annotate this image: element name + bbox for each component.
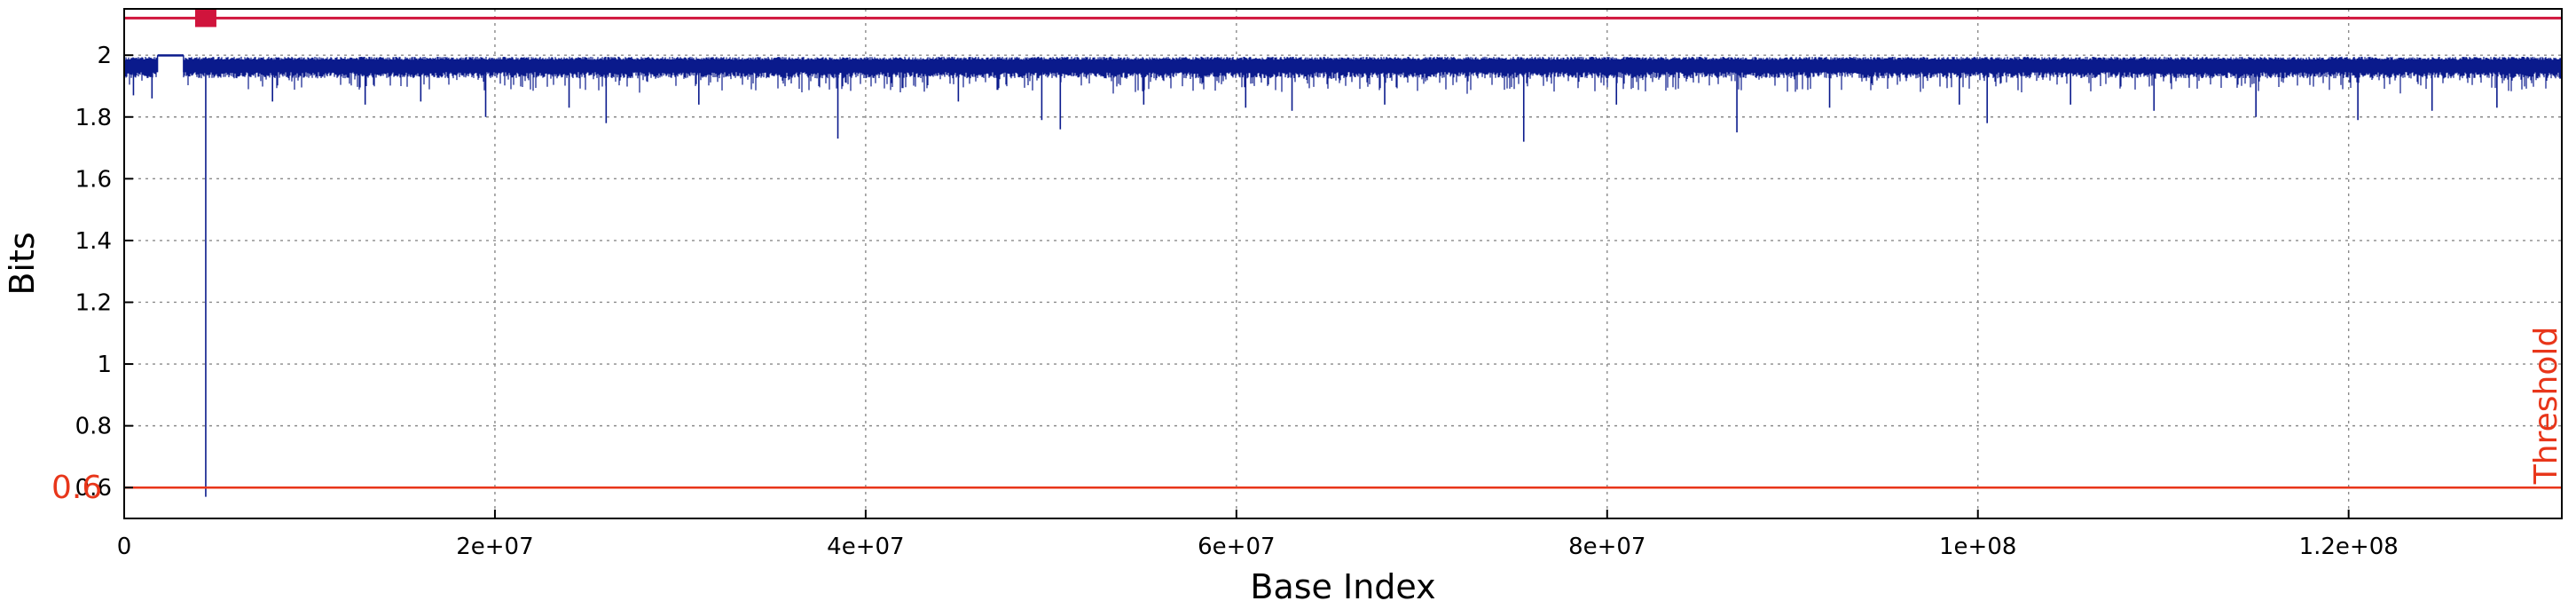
x-axis-ticks: 0 2e+07 4e+07 6e+07 8e+07 1e+08 1.2e+08 <box>117 510 2399 560</box>
series-flat-segment <box>157 54 184 57</box>
x-tick-label: 1e+08 <box>1939 534 2016 560</box>
x-tick-label: 1.2e+08 <box>2299 534 2399 560</box>
y-tick-label: 1.4 <box>75 228 112 255</box>
y-tick-label: 1 <box>97 352 112 378</box>
x-tick-label: 2e+07 <box>456 534 533 560</box>
grid-lines <box>124 9 2562 518</box>
series-band <box>123 56 2563 94</box>
y-axis-label: Bits <box>3 232 42 295</box>
x-axis-label: Base Index <box>1250 567 1435 606</box>
series-bits <box>123 54 2563 497</box>
upper-line-marker <box>194 9 216 28</box>
x-tick-label: 0 <box>117 534 132 560</box>
y-tick-label: 0.6 <box>75 475 112 502</box>
y-tick-label: 1.8 <box>75 105 112 131</box>
y-axis-ticks: 0.6 0.8 1 1.2 1.4 1.6 1.8 2 <box>75 43 133 502</box>
x-tick-label: 4e+07 <box>827 534 904 560</box>
overlay-lines <box>124 9 2562 489</box>
x-tick-label: 6e+07 <box>1198 534 1275 560</box>
y-tick-label: 1.6 <box>75 166 112 193</box>
y-tick-label: 0.8 <box>75 414 112 440</box>
plot-frame <box>123 8 2563 519</box>
x-tick-label: 8e+07 <box>1568 534 1645 560</box>
threshold-value-label: 0.6 <box>51 470 102 506</box>
threshold-name-label: Threshold <box>2528 327 2564 485</box>
y-tick-label: 2 <box>97 43 112 69</box>
y-tick-label: 1.2 <box>75 289 112 316</box>
